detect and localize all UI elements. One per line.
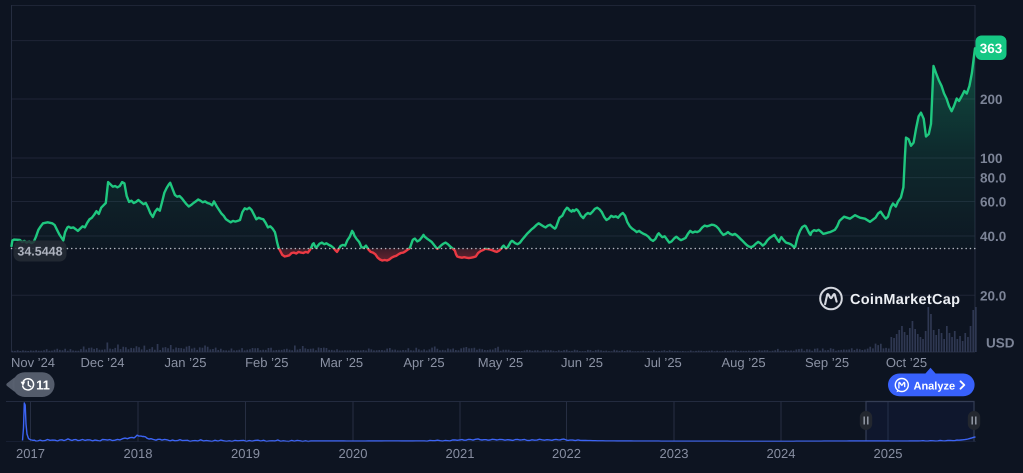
- svg-text:Dec ’24: Dec ’24: [80, 355, 124, 370]
- svg-text:2018: 2018: [124, 446, 153, 461]
- svg-text:100: 100: [980, 151, 1003, 166]
- svg-text:Nov ’24: Nov ’24: [11, 355, 55, 370]
- svg-text:Feb ’25: Feb ’25: [245, 355, 288, 370]
- svg-text:11: 11: [36, 377, 50, 392]
- svg-text:Jan ’25: Jan ’25: [165, 355, 207, 370]
- svg-text:200: 200: [980, 92, 1003, 107]
- svg-text:80.0: 80.0: [980, 171, 1006, 186]
- svg-text:CoinMarketCap: CoinMarketCap: [850, 292, 960, 308]
- svg-text:2024: 2024: [767, 446, 796, 461]
- svg-text:2021: 2021: [446, 446, 475, 461]
- svg-text:Jul ’25: Jul ’25: [644, 355, 682, 370]
- svg-text:2023: 2023: [660, 446, 689, 461]
- svg-text:20.0: 20.0: [980, 288, 1006, 303]
- svg-text:Analyze: Analyze: [914, 380, 956, 392]
- svg-text:Sep ’25: Sep ’25: [805, 355, 849, 370]
- svg-text:May ’25: May ’25: [478, 355, 524, 370]
- svg-text:2025: 2025: [874, 446, 903, 461]
- svg-text:USD: USD: [986, 336, 1015, 351]
- svg-text:34.5448: 34.5448: [17, 245, 62, 259]
- svg-text:Mar ’25: Mar ’25: [320, 355, 363, 370]
- svg-text:Apr ’25: Apr ’25: [403, 355, 444, 370]
- svg-text:2022: 2022: [552, 446, 581, 461]
- svg-text:Oct ’25: Oct ’25: [886, 355, 927, 370]
- svg-text:40.0: 40.0: [980, 229, 1006, 244]
- svg-text:Aug ’25: Aug ’25: [721, 355, 765, 370]
- svg-text:2019: 2019: [231, 446, 260, 461]
- svg-text:Jun ’25: Jun ’25: [561, 355, 603, 370]
- svg-text:60.0: 60.0: [980, 195, 1006, 210]
- svg-text:2017: 2017: [16, 446, 45, 461]
- svg-text:2020: 2020: [339, 446, 368, 461]
- svg-text:363: 363: [980, 41, 1003, 56]
